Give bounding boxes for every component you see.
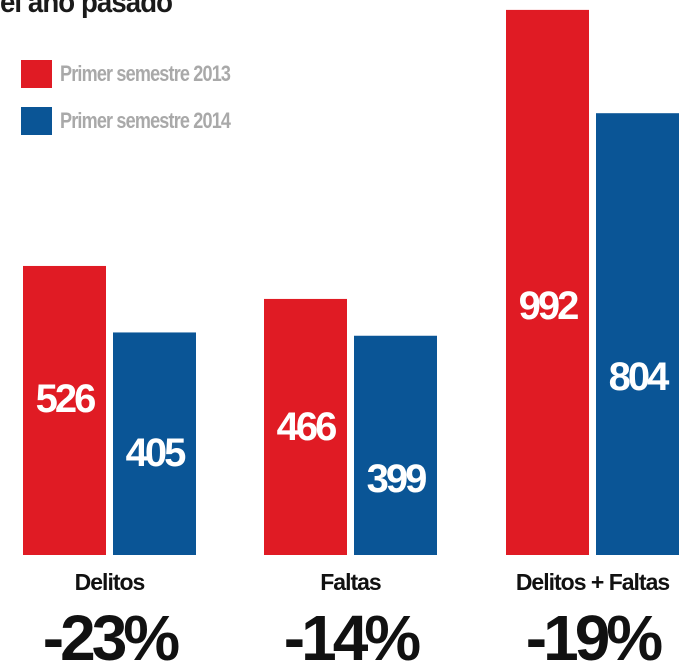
bar-2013-2 — [506, 9, 589, 556]
category-label-2: Delitos + Faltas — [516, 569, 670, 595]
value-label-2013-1: 466 — [277, 405, 336, 449]
bar-2014-2 — [596, 113, 679, 556]
category-label-1: Faltas — [320, 569, 381, 595]
category-label-0: Delitos — [75, 569, 145, 595]
legend-swatch-2014 — [21, 107, 52, 135]
legend-swatch-2013 — [21, 60, 52, 88]
value-label-2013-2: 992 — [519, 284, 578, 328]
bar-2014-0 — [113, 332, 196, 555]
value-label-2014-2: 804 — [609, 355, 670, 399]
value-label-2014-0: 405 — [126, 431, 186, 475]
change-label-2: -19% — [526, 602, 663, 671]
bar-2013-0 — [23, 265, 106, 555]
bar-2013-1 — [264, 298, 347, 555]
legend-label-2014: Primer semestre 2014 — [60, 108, 231, 133]
chart-title: el año pasado — [0, 0, 173, 19]
value-label-2013-0: 526 — [36, 377, 95, 421]
legend-label-2013: Primer semestre 2013 — [60, 61, 231, 86]
legend-item-2013: Primer semestre 2013 — [21, 60, 268, 88]
legend-item-2014: Primer semestre 2014 — [21, 107, 268, 135]
change-label-0: -23% — [43, 602, 180, 671]
bar-2014-1 — [354, 335, 437, 555]
change-label-1: -14% — [284, 602, 421, 671]
value-label-2014-1: 399 — [367, 457, 426, 501]
